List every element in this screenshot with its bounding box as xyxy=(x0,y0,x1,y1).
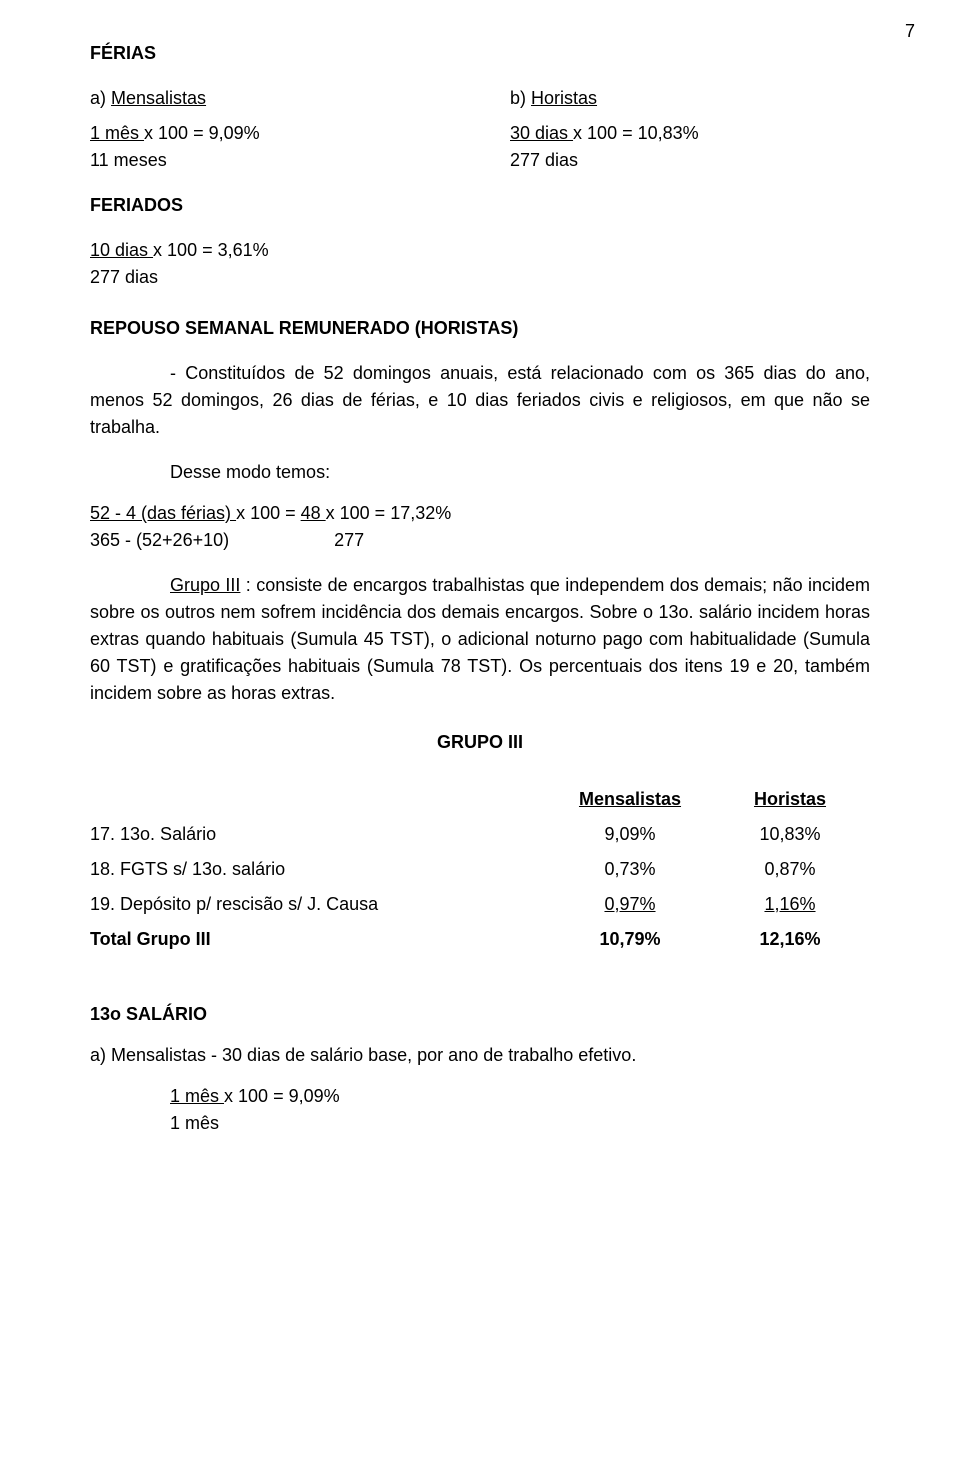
salario13-a: a) Mensalistas - 30 dias de salário base… xyxy=(90,1042,870,1069)
table-header-horistas: Horistas xyxy=(710,786,870,813)
row-label: 17. 13o. Salário xyxy=(90,821,550,848)
table-row: 17. 13o. Salário 9,09% 10,83% xyxy=(90,821,870,848)
formula-top: 52 - 4 (das férias) x 100 = 48 x 100 = 1… xyxy=(90,500,870,527)
row-c1: 9,09% xyxy=(550,821,710,848)
grupo3-table: Mensalistas Horistas 17. 13o. Salário 9,… xyxy=(90,786,870,953)
salario13-f1: 1 mês x 100 = 9,09% xyxy=(170,1083,870,1110)
feriados-line2: 277 dias xyxy=(90,264,870,291)
ferias-columns: a) Mensalistas 1 mês x 100 = 9,09% 11 me… xyxy=(90,85,870,174)
row-c1: 0,73% xyxy=(550,856,710,883)
feriados-line1: 10 dias x 100 = 3,61% xyxy=(90,237,870,264)
ferias-col-b-line2: 277 dias xyxy=(510,147,699,174)
total-c2: 12,16% xyxy=(710,926,870,953)
desse-modo: Desse modo temos: xyxy=(170,459,870,486)
total-c1: 10,79% xyxy=(550,926,710,953)
ferias-col-b-line1: 30 dias x 100 = 10,83% xyxy=(510,120,699,147)
ferias-col-a-line1: 1 mês x 100 = 9,09% xyxy=(90,120,390,147)
ferias-col-a-header: a) Mensalistas xyxy=(90,85,390,112)
table-header-row: Mensalistas Horistas xyxy=(90,786,870,813)
repouso-paragraph: - Constituídos de 52 domingos anuais, es… xyxy=(90,360,870,441)
formula-bot-left: 365 - (52+26+10) xyxy=(90,530,229,550)
formula-bot-right: 277 xyxy=(334,530,364,550)
salario13-formula: 1 mês x 100 = 9,09% 1 mês xyxy=(170,1083,870,1137)
row-c1: 0,97% xyxy=(550,891,710,918)
row-c2: 0,87% xyxy=(710,856,870,883)
ferias-title: FÉRIAS xyxy=(90,40,870,67)
row-label: 18. FGTS s/ 13o. salário xyxy=(90,856,550,883)
ferias-col-a-header-text: Mensalistas xyxy=(111,88,206,108)
grupo3-lead: Grupo III xyxy=(170,575,240,595)
row-label: 19. Depósito p/ rescisão s/ J. Causa xyxy=(90,891,550,918)
page-number: 7 xyxy=(905,18,915,45)
repouso-formula: 52 - 4 (das férias) x 100 = 48 x 100 = 1… xyxy=(90,500,870,554)
ferias-col-b-header-text: Horistas xyxy=(531,88,597,108)
row-c2: 1,16% xyxy=(710,891,870,918)
table-total-row: Total Grupo III 10,79% 12,16% xyxy=(90,926,870,953)
formula-bottom: 365 - (52+26+10) 277 xyxy=(90,527,870,554)
table-row: 19. Depósito p/ rescisão s/ J. Causa 0,9… xyxy=(90,891,870,918)
ferias-col-a-line2: 11 meses xyxy=(90,147,390,174)
ferias-col-b-header: b) Horistas xyxy=(510,85,699,112)
row-c2: 10,83% xyxy=(710,821,870,848)
feriados-title: FERIADOS xyxy=(90,192,870,219)
salario13-title: 13o SALÁRIO xyxy=(90,1001,870,1028)
grupo3-title: GRUPO III xyxy=(90,729,870,756)
total-label: Total Grupo III xyxy=(90,926,550,953)
table-header-mensalistas: Mensalistas xyxy=(550,786,710,813)
salario13-f2: 1 mês xyxy=(170,1110,870,1137)
table-row: 18. FGTS s/ 13o. salário 0,73% 0,87% xyxy=(90,856,870,883)
repouso-title: REPOUSO SEMANAL REMUNERADO (HORISTAS) xyxy=(90,315,870,342)
grupo3-paragraph: Grupo III : consiste de encargos trabalh… xyxy=(90,572,870,707)
